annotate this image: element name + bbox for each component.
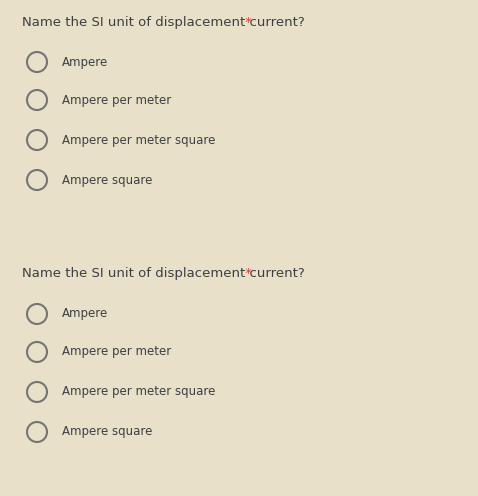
Text: Ampere: Ampere	[62, 56, 108, 68]
Text: Name the SI unit of displacement current?: Name the SI unit of displacement current…	[22, 15, 305, 28]
Text: Ampere square: Ampere square	[62, 174, 152, 186]
Text: *: *	[241, 15, 252, 28]
Text: Ampere square: Ampere square	[62, 426, 152, 438]
Text: Ampere per meter: Ampere per meter	[62, 346, 171, 359]
Text: Ampere per meter: Ampere per meter	[62, 94, 171, 107]
Text: Name the SI unit of displacement current?: Name the SI unit of displacement current…	[22, 267, 305, 280]
Text: *: *	[241, 267, 252, 280]
Text: Ampere: Ampere	[62, 308, 108, 320]
Text: Ampere per meter square: Ampere per meter square	[62, 133, 216, 146]
Text: Ampere per meter square: Ampere per meter square	[62, 385, 216, 398]
